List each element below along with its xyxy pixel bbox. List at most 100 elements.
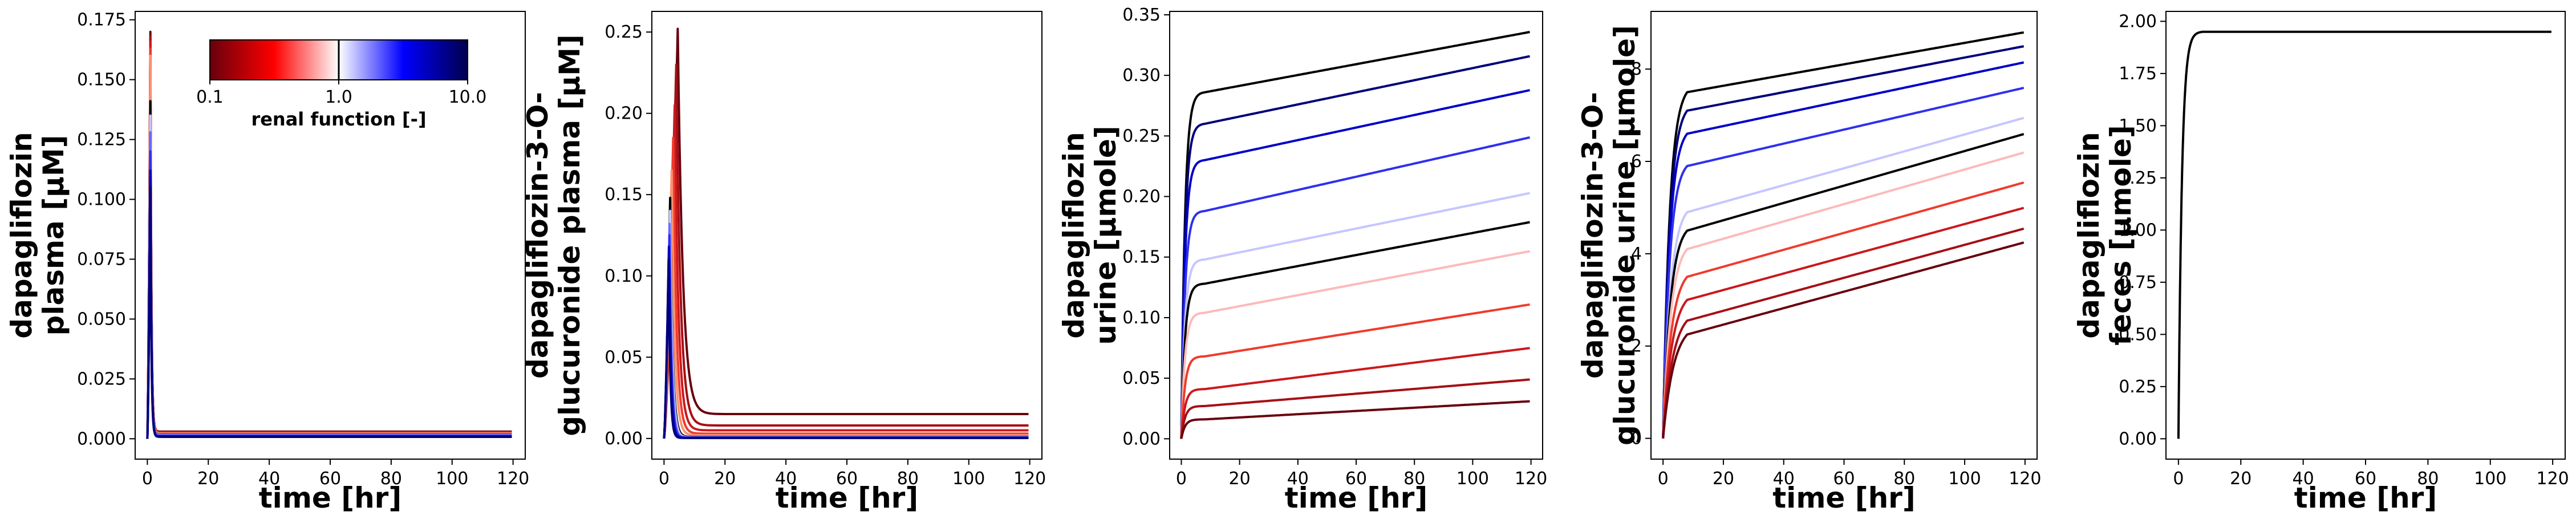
chart-panel-3: 0 20 40 60 80 100 120 0.00 0.05 0.10 0.15 0.20 0.25 0…	[1057, 5, 1547, 514]
x-tick-label: 120	[1013, 469, 1046, 489]
series-line-1	[1662, 31, 2025, 439]
y-tick-label: 0.00	[1122, 429, 1161, 449]
y-axis-label-line: feces [µmole]	[2104, 125, 2137, 345]
y-axis-label-line: urine [µmole]	[1089, 125, 1122, 344]
series-line-1	[663, 27, 1029, 439]
x-tick-label: 0	[1658, 469, 1669, 489]
y-tick-label: 1.00	[2119, 220, 2157, 240]
chart-panel-1: 0 20 40 60 80 100 120 0.000 0.025 0.050 0.075 0.100…	[5, 10, 529, 514]
y-tick-label: 0.175	[77, 10, 126, 30]
x-tick-label: 80	[2417, 469, 2439, 489]
y-axis-label-line: plasma [µM]	[37, 135, 70, 336]
series-line-5	[663, 169, 1029, 439]
x-tick-label: 60	[836, 469, 858, 489]
x-tick-label: 80	[380, 469, 402, 489]
y-axis-label-line: glucuronide urine [µmole]	[1608, 25, 1641, 445]
y-tick-label: 6	[1631, 152, 1642, 172]
chart-panel-2: 0 20 40 60 80 100 120 0.00 0.05 0.10 0.15 0.20 0.25 t…	[521, 11, 1046, 514]
y-tick-label: 0.10	[605, 266, 643, 286]
series-line-9	[1662, 206, 2025, 439]
y-axis-label: dapagliflozinfeces [µmole]	[2072, 125, 2137, 345]
series-line-2	[1180, 55, 1530, 439]
x-tick-label: 0	[1176, 469, 1187, 489]
series-line-4	[1662, 87, 2025, 439]
x-tick-label: 20	[1229, 469, 1251, 489]
series-line-2	[663, 63, 1029, 439]
series-line-1	[2177, 30, 2551, 439]
series-line-3	[663, 104, 1029, 439]
x-tick-label: 100	[2474, 469, 2506, 489]
y-tick-label: 0.35	[1122, 5, 1161, 25]
y-tick-label: 2	[1631, 336, 1642, 356]
x-tick-label: 20	[197, 469, 219, 489]
y-tick-label: 0.25	[1122, 126, 1161, 146]
y-tick-label: 0.125	[77, 130, 126, 150]
series-group	[2177, 30, 2551, 439]
x-tick-label: 100	[1948, 469, 1981, 489]
series-group	[146, 30, 512, 439]
x-tick-label: 120	[2009, 469, 2041, 489]
x-tick-label: 100	[436, 469, 468, 489]
x-axis-label: time [hr]	[776, 481, 918, 514]
series-line-3	[1662, 61, 2025, 439]
y-tick-label: 0.75	[2119, 273, 2157, 293]
series-line-10	[1180, 378, 1530, 439]
y-tick-label: 0.000	[77, 429, 126, 449]
series-line-6	[1662, 133, 2025, 439]
series-group	[1662, 31, 2025, 439]
y-tick-label: 0.25	[605, 22, 643, 42]
y-tick-label: 0.15	[1122, 248, 1161, 267]
x-axis-label: time [hr]	[259, 481, 401, 514]
x-tick-label: 60	[1833, 469, 1855, 489]
y-axis-label: dapagliflozin-3-O-glucuronide urine [µmo…	[1576, 25, 1641, 445]
x-tick-label: 120	[1515, 469, 1547, 489]
y-tick-label: 0.20	[1122, 187, 1161, 207]
x-tick-label: 80	[897, 469, 919, 489]
y-tick-label: 1.75	[2119, 64, 2157, 84]
x-tick-label: 20	[1713, 469, 1734, 489]
y-tick-label: 0.00	[2119, 429, 2157, 449]
y-tick-label: 4	[1631, 244, 1642, 264]
x-tick-label: 20	[714, 469, 736, 489]
y-tick-label: 0.050	[77, 309, 126, 329]
x-tick-label: 120	[2536, 469, 2569, 489]
series-line-5	[1662, 116, 2025, 439]
x-tick-label: 40	[258, 469, 280, 489]
y-tick-label: 0.05	[605, 347, 643, 367]
series-line-9	[1180, 347, 1530, 439]
x-tick-label: 60	[2355, 469, 2376, 489]
x-axis-label: time [hr]	[2294, 481, 2437, 514]
series-line-11	[146, 186, 512, 439]
y-tick-label: 1.25	[2119, 168, 2157, 188]
x-tick-label: 40	[2293, 469, 2314, 489]
y-axis-label-line: dapagliflozin-3-O-	[521, 92, 554, 379]
series-line-4	[663, 136, 1029, 439]
y-tick-label: 0.25	[2119, 377, 2157, 397]
x-tick-label: 0	[659, 469, 670, 489]
series-line-6	[1180, 221, 1530, 439]
y-tick-label: 0.100	[77, 190, 126, 210]
x-tick-label: 20	[2230, 469, 2252, 489]
series-group	[663, 27, 1029, 439]
y-tick-label: 0.20	[605, 104, 643, 124]
x-tick-label: 80	[1403, 469, 1425, 489]
colorbar-tick-label: 1.0	[325, 87, 352, 107]
colorbar-label: renal function [-]	[251, 108, 426, 130]
series-line-11	[1662, 241, 2025, 439]
x-tick-label: 0	[2173, 469, 2184, 489]
y-tick-label: 1.50	[2119, 116, 2157, 136]
y-axis-label-line: glucuronide plasma [µM]	[553, 34, 586, 436]
series-line-4	[1180, 136, 1530, 439]
x-tick-label: 60	[1345, 469, 1367, 489]
y-tick-label: 0.00	[605, 429, 643, 449]
x-tick-label: 100	[1457, 469, 1489, 489]
colorbar-tick-label: 0.1	[196, 87, 224, 107]
y-axis-label-line: dapagliflozin	[1057, 132, 1090, 338]
x-axis-label: time [hr]	[1285, 481, 1427, 514]
x-tick-label: 100	[952, 469, 985, 489]
x-tick-label: 40	[775, 469, 797, 489]
y-tick-label: 0.150	[77, 70, 126, 90]
series-line-1	[1180, 31, 1530, 439]
y-axis-label-line: dapagliflozin-3-O-	[1576, 92, 1609, 379]
